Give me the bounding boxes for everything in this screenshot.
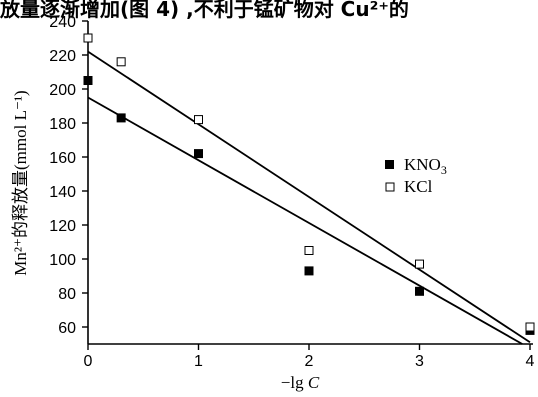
point-kno3 [304,266,314,276]
x-axis-title: −lg C [281,373,320,392]
point-kcl [415,259,424,269]
point-kcl [116,57,126,67]
point-kcl [304,246,314,255]
x-tick-label: 4 [526,353,535,370]
y-tick-label: 220 [49,48,76,65]
y-tick-label: 100 [49,252,76,269]
axes [87,21,533,345]
legend-label-kno3-subscript: 3 [441,163,447,177]
y-tick-label: 140 [49,184,76,201]
ticks: 60 80 100 120 140 160 180 200 220 240 0 1 2 3 4 [49,14,534,370]
point-kcl [194,115,203,125]
x-tick-label: 1 [194,353,203,370]
point-kno3 [83,76,93,85]
legend-label-kno3-base: KNO [404,155,441,174]
point-kcl [83,33,93,43]
x-axis-title-prefix: −lg [281,373,308,392]
y-tick-label: 160 [49,150,76,167]
fit-line-kno3 [87,96,523,345]
header-text: 放量逐渐增加(图 4) ,不利于锰矿物对 Cu²⁺的 [0,0,409,21]
legend-label-kno3: KNO3 [404,155,447,177]
y-tick-label: 80 [58,286,76,303]
x-tick-label: 0 [84,353,93,370]
y-tick-label: 200 [49,82,76,99]
legend-label-kcl: KCl [404,177,433,196]
point-kcl [525,322,535,332]
x-tick-label: 2 [305,353,314,370]
x-axis-title-variable: C [308,373,320,392]
y-tick-label: 120 [49,218,76,235]
legend-marker-kno3 [385,160,394,169]
y-axis-title: Mn²⁺的释放量(mmol L⁻¹) [11,90,30,275]
legend: KNO3 KCl [385,155,447,196]
data-points [83,33,535,335]
x-tick-label: 3 [415,353,424,370]
fit-lines [87,50,531,345]
legend-marker-kcl [385,182,395,192]
point-kno3 [415,286,424,296]
point-kno3 [194,149,203,159]
y-tick-label: 60 [58,320,76,337]
fit-line-kcl [87,50,531,344]
point-kno3 [116,113,126,123]
y-tick-label: 240 [49,14,76,31]
y-tick-label: 180 [49,116,76,133]
